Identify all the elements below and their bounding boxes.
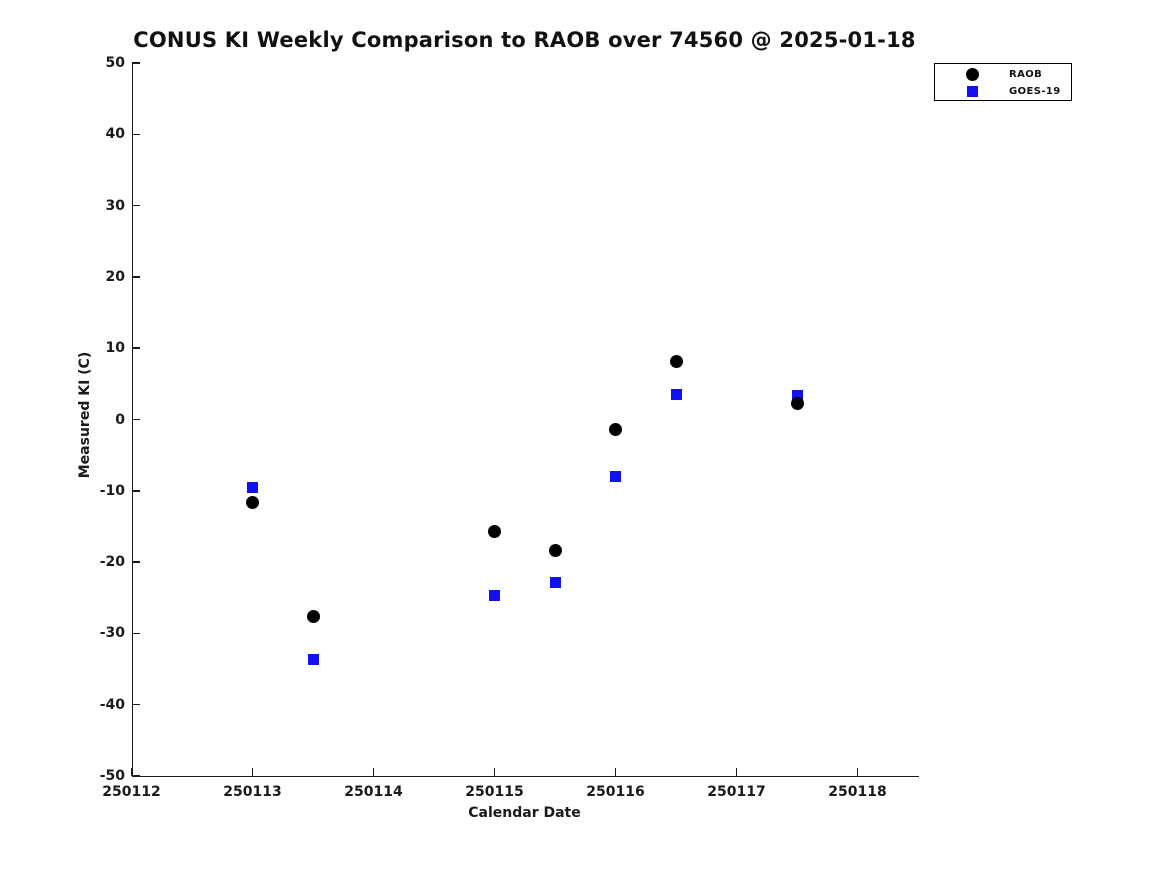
x-tick-label: 250113: [223, 784, 282, 800]
y-tick-label: -50: [99, 768, 125, 784]
y-tick: [131, 204, 140, 207]
raob-point: [669, 354, 683, 368]
y-tick: [131, 490, 140, 492]
legend-marker-cell: [935, 86, 1009, 97]
y-tick: [131, 632, 140, 635]
x-tick-label: 250112: [102, 784, 161, 800]
y-tick-label: 0: [115, 411, 125, 428]
y-tick-label: -40: [99, 696, 125, 713]
x-tick: [856, 768, 859, 776]
y-tick: [131, 561, 140, 563]
x-tick: [251, 768, 254, 776]
y-tick: [131, 133, 140, 136]
goes19-point: [489, 590, 500, 602]
x-tick: [493, 768, 496, 776]
y-tick: [131, 347, 140, 349]
y-tick-label: 50: [105, 55, 125, 71]
x-tick-label: 250114: [344, 784, 403, 800]
y-tick-label: -10: [99, 482, 125, 499]
y-tick-label: 10: [105, 340, 125, 357]
y-tick-label: 20: [105, 268, 125, 285]
x-tick: [130, 768, 133, 776]
legend-label-raob: RAOB: [1009, 69, 1043, 80]
x-tick-label: 250115: [465, 784, 524, 800]
y-tick: [131, 418, 140, 421]
legend-label-goes19: GOES-19: [1009, 86, 1061, 97]
goes19-point: [247, 481, 258, 493]
raob-point: [790, 397, 804, 411]
x-tick-label: 250118: [828, 784, 887, 800]
y-tick: [131, 276, 140, 278]
legend-item-raob: RAOB: [935, 66, 1071, 83]
x-tick: [735, 768, 738, 776]
goes19-point: [307, 653, 319, 665]
raob-point: [609, 422, 622, 436]
x-axis-label: Calendar Date: [468, 805, 581, 821]
x-tick-label: 250116: [586, 784, 645, 800]
goes19-point: [610, 471, 621, 483]
x-tick: [614, 768, 617, 776]
y-tick: [131, 62, 140, 64]
chart-title: CONUS KI Weekly Comparison to RAOB over …: [133, 28, 916, 52]
raob-point: [246, 495, 259, 509]
plot-area: [131, 63, 919, 777]
goes19-point: [549, 576, 561, 588]
goes19-square-icon: [966, 86, 978, 97]
legend: RAOB GOES-19: [934, 63, 1072, 101]
y-tick-label: 30: [105, 197, 125, 214]
y-tick-label: -30: [99, 625, 125, 642]
y-tick-label: -20: [99, 554, 125, 571]
raob-circle-icon: [965, 68, 979, 81]
goes19-point: [791, 389, 803, 401]
raob-point: [306, 609, 320, 623]
raob-point: [488, 524, 501, 538]
y-tick: [131, 703, 140, 706]
y-tick-label: 40: [105, 126, 125, 143]
goes19-point: [670, 389, 682, 401]
legend-item-goes19: GOES-19: [935, 83, 1071, 100]
x-tick: [372, 768, 375, 776]
legend-marker-cell: [935, 68, 1009, 81]
x-tick-label: 250117: [707, 784, 766, 800]
raob-point: [548, 544, 562, 558]
y-tick: [131, 775, 140, 777]
